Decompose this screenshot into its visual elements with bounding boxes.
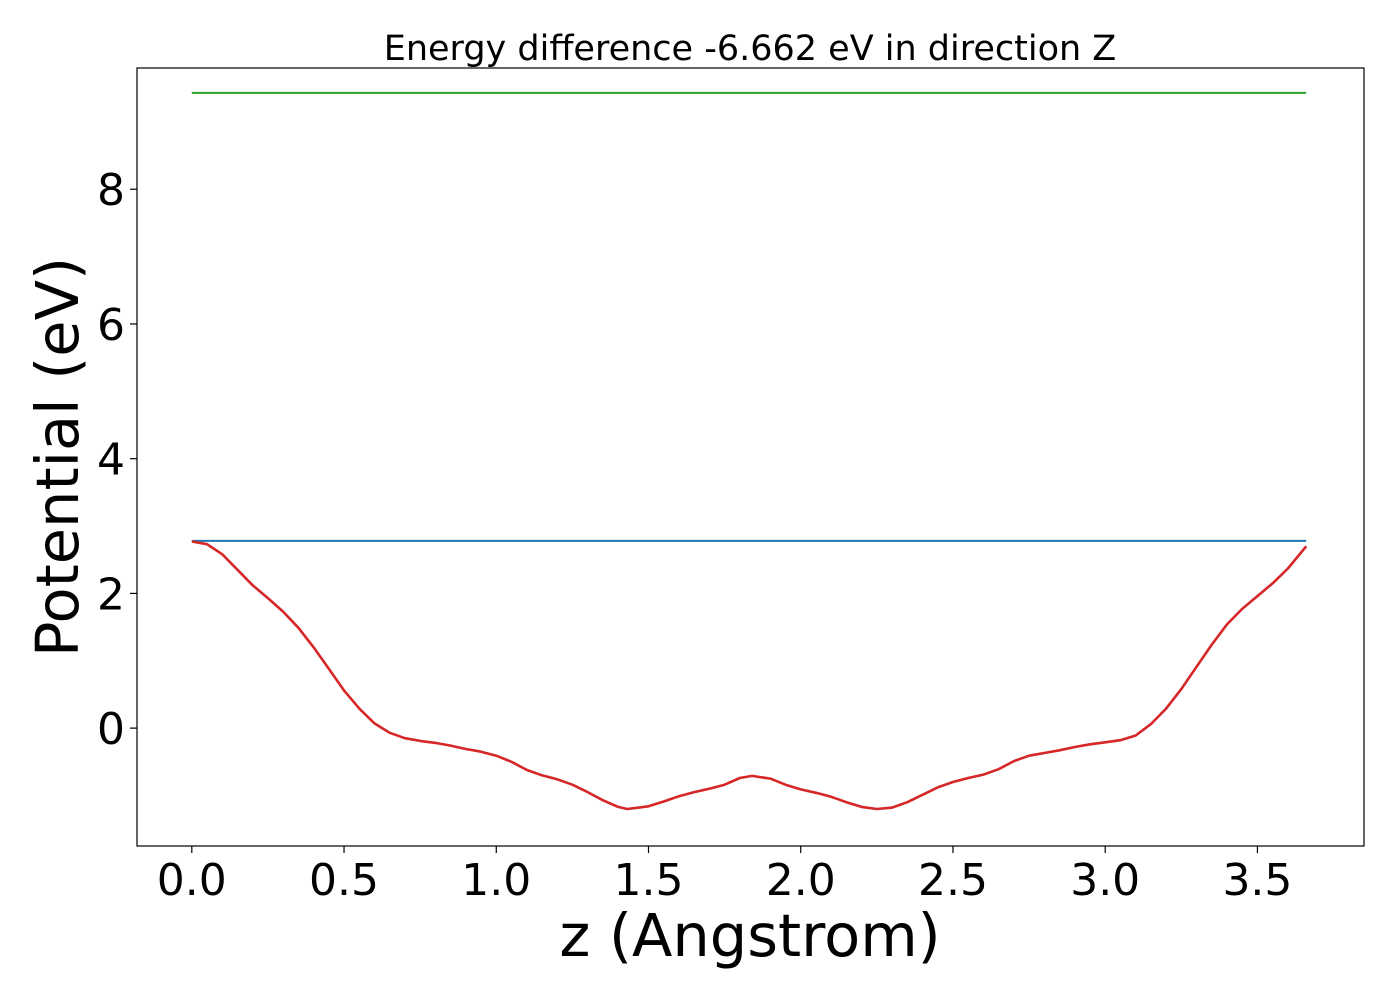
- x-tick-label: 1.5: [614, 855, 684, 906]
- y-tick-label: 6: [97, 300, 125, 351]
- series-line-2: [191, 540, 1308, 811]
- chart-title: Energy difference -6.662 eV in direction…: [384, 29, 1117, 69]
- y-tick-label: 0: [97, 704, 125, 755]
- y-axis-label: Potential (eV): [23, 257, 92, 657]
- y-axis: 0 2 4 6 8: [97, 165, 137, 755]
- x-tick-label: 3.0: [1070, 855, 1140, 906]
- plot-frame: [136, 67, 1365, 847]
- y-tick-label: 4: [97, 435, 125, 486]
- y-tick-label: 8: [97, 165, 125, 216]
- x-tick-label: 2.0: [766, 855, 836, 906]
- y-tick-label: 2: [97, 569, 125, 620]
- plot-area: [191, 91, 1308, 811]
- x-tick-label: 0.0: [157, 855, 227, 906]
- x-axis: 0.0 0.5 1.0 1.5 2.0 2.5 3.0 3.5: [157, 846, 1292, 906]
- x-axis-label: z (Angstrom): [559, 901, 940, 970]
- x-tick-label: 3.5: [1222, 855, 1292, 906]
- x-tick-label: 1.0: [461, 855, 531, 906]
- x-tick-label: 0.5: [309, 855, 379, 906]
- x-tick-label: 2.5: [918, 855, 988, 906]
